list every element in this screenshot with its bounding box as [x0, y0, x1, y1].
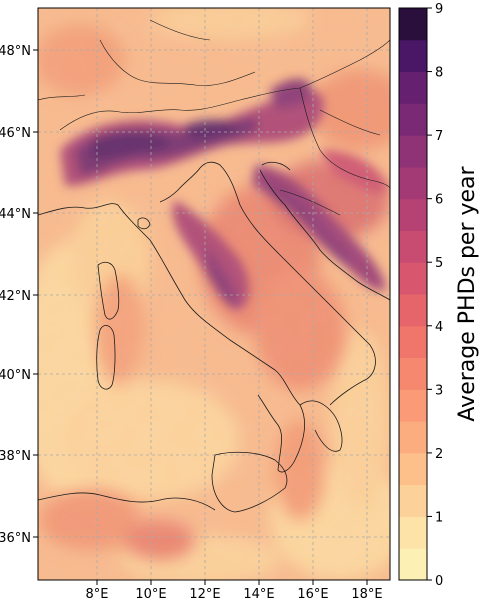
colorbar-band: [399, 484, 427, 517]
y-tick-label: 38°N: [0, 449, 31, 464]
x-tick-label: 18°E: [351, 587, 382, 600]
y-tick-label: 36°N: [0, 531, 31, 546]
colorbar-tick-label: 6: [435, 193, 443, 208]
colorbar-tick-label: 7: [435, 129, 443, 144]
colorbar-band: [399, 166, 427, 200]
colorbar-tick-label: 1: [435, 510, 443, 525]
colorbar-tick-label: 0: [435, 574, 443, 589]
colorbar-tick-label: 2: [435, 447, 443, 462]
coastlines: [38, 161, 390, 513]
x-axis: 8°E 10°E 12°E 14°E 16°E 18°E: [86, 580, 383, 600]
colorbar-band: [399, 294, 427, 327]
x-tick-label: 12°E: [189, 587, 220, 600]
colorbar-tick-label: 4: [435, 320, 443, 335]
colorbar-band: [399, 516, 427, 549]
colorbar-band: [399, 103, 427, 136]
colorbar-frame: [398, 7, 428, 581]
borders: [38, 19, 390, 216]
y-tick-label: 46°N: [0, 126, 31, 141]
colorbar-band: [399, 39, 427, 73]
colorbar-tick-label: 5: [435, 256, 443, 271]
colorbar-band: [399, 8, 427, 41]
colorbar-band: [399, 135, 427, 168]
field-texture: [38, 8, 390, 580]
colorbar-band: [399, 325, 427, 359]
y-axis: 36°N 38°N 40°N 42°N 44°N 46°N 48°N: [0, 44, 38, 546]
y-tick-label: 48°N: [0, 44, 31, 59]
map-frame: [37, 7, 391, 581]
x-tick-label: 10°E: [135, 587, 166, 600]
colorbar: 0 1 2 3 4 5 6 7 8 9 Average PHDs per year: [398, 2, 480, 589]
colorbar-band: [399, 389, 427, 422]
colorbar-band: [399, 421, 427, 454]
colorbar-band: [399, 198, 427, 231]
x-tick-label: 16°E: [297, 587, 328, 600]
colorbar-ticks: 0 1 2 3 4 5 6 7 8 9: [427, 2, 443, 589]
colorbar-tick-label: 3: [435, 383, 443, 398]
colorbar-band: [399, 71, 427, 104]
colorbar-band: [399, 357, 427, 390]
colorbar-band: [399, 230, 427, 263]
gridlines: [38, 8, 390, 580]
colorbar-bands: [399, 8, 427, 581]
colorbar-band: [399, 262, 427, 295]
y-tick-label: 42°N: [0, 289, 31, 304]
y-tick-label: 40°N: [0, 368, 31, 383]
colorbar-band: [399, 452, 427, 486]
colorbar-tick-label: 8: [435, 66, 443, 81]
x-tick-label: 14°E: [243, 587, 274, 600]
colorbar-band: [399, 548, 427, 581]
colorbar-label: Average PHDs per year: [455, 165, 480, 421]
map-panel: [38, 8, 390, 580]
y-tick-label: 44°N: [0, 207, 31, 222]
colorbar-tick-label: 9: [435, 2, 443, 17]
x-tick-label: 8°E: [86, 587, 109, 600]
